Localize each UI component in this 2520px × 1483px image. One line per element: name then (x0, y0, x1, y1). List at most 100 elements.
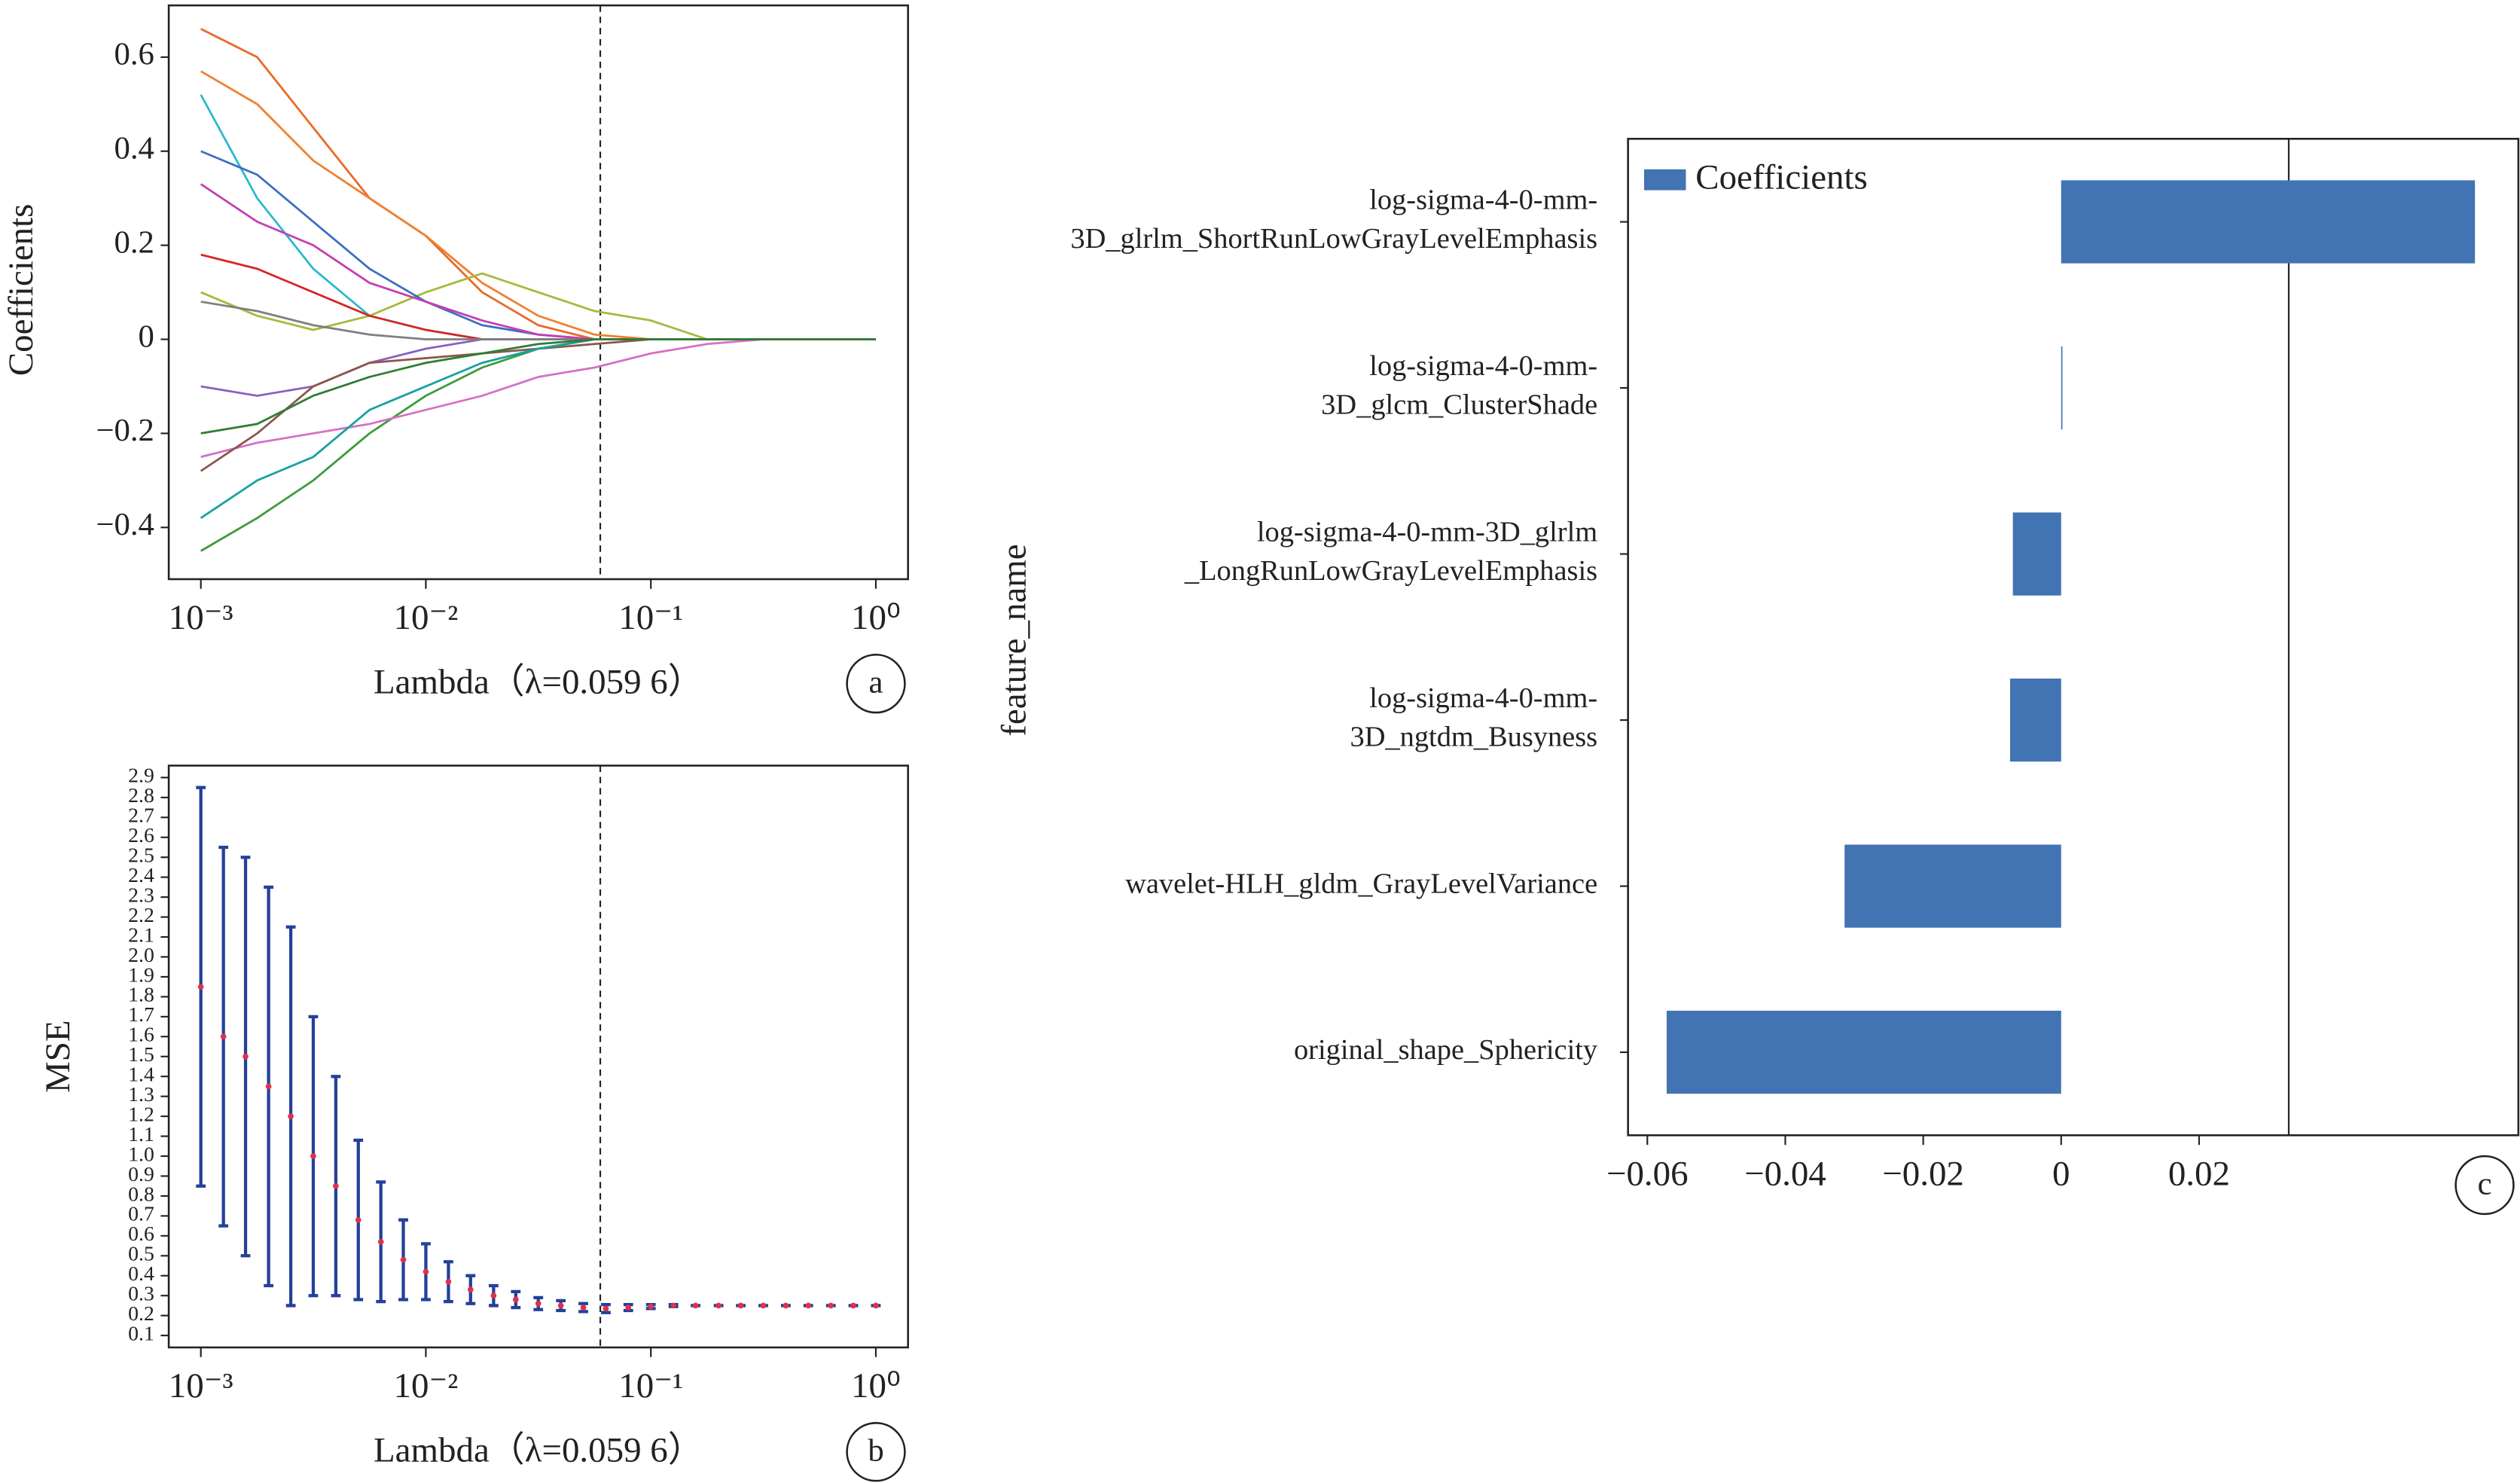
y-axis-label: MSE (38, 1020, 78, 1093)
x-tick-label: −0.04 (1744, 1155, 1826, 1194)
y-tick-label: −0.4 (96, 507, 154, 542)
x-tick-label: 10⁻¹ (618, 1366, 683, 1405)
coefficient-path (200, 338, 876, 519)
mse-point (828, 1302, 834, 1309)
bar (2009, 678, 2061, 762)
bar (2061, 346, 2063, 430)
plot-frame (167, 764, 909, 1349)
panel-label: b (868, 1433, 883, 1469)
mse-point (288, 1113, 294, 1119)
mse-point (490, 1292, 497, 1299)
panel-badge (846, 653, 906, 714)
x-tick-label: 10⁻² (394, 1366, 459, 1405)
coefficient-path (200, 338, 876, 552)
mse-point (513, 1296, 519, 1303)
mse-point (580, 1304, 587, 1311)
mse-point (760, 1302, 767, 1309)
coefficient-path (200, 338, 876, 472)
y-tick-label: 2.6 (128, 824, 154, 847)
bar (2012, 512, 2061, 596)
y-tick-label: 2.1 (128, 923, 154, 947)
x-tick-label: 0.02 (2168, 1155, 2230, 1194)
coefficient-path (200, 338, 876, 435)
mse-point (355, 1216, 362, 1223)
y-tick-label: 1.6 (128, 1024, 154, 1047)
mse-point (783, 1302, 789, 1309)
y-tick-label: 2.2 (128, 904, 154, 927)
panel-badge (846, 1422, 906, 1482)
y-axis-label: Coefficients (2, 204, 41, 377)
y-tick-label: 0.7 (128, 1203, 154, 1226)
mse-point (333, 1182, 339, 1189)
x-tick-label: 10⁻³ (169, 598, 233, 637)
category-label: log-sigma-4-0-mm- (1369, 350, 1597, 382)
category-label: original_shape_Sphericity (1294, 1034, 1598, 1066)
panel-label: c (2478, 1166, 2492, 1201)
mse-point (603, 1305, 609, 1312)
y-tick-label: 1.9 (128, 963, 154, 987)
plot-frame (1627, 137, 2520, 1137)
y-tick-label: 2.3 (128, 883, 154, 907)
y-tick-label: 0.6 (128, 1222, 154, 1246)
mse-point (535, 1300, 542, 1307)
y-tick-label: 1.5 (128, 1043, 154, 1066)
category-label: _LongRunLowGrayLevelEmphasis (1184, 555, 1597, 587)
mse-point (423, 1268, 429, 1275)
mse-point (692, 1302, 699, 1309)
y-tick-label: 2.4 (128, 864, 154, 887)
mse-point (625, 1304, 632, 1311)
mse-point (850, 1302, 856, 1309)
x-axis-label: Lambda（λ=0.059 6） (374, 663, 703, 702)
legend-label: Coefficients (1695, 158, 1868, 197)
mse-point (265, 1083, 272, 1090)
panel-label: a (869, 665, 883, 700)
category-label: 3D_glrlm_ShortRunLowGrayLevelEmphasis (1070, 223, 1597, 255)
coefficient-path (200, 70, 876, 340)
y-tick-label: 0 (139, 319, 154, 354)
y-tick-label: 2.7 (128, 804, 154, 828)
x-tick-label: 10⁻¹ (618, 598, 683, 637)
x-tick-label: 10⁻³ (169, 1366, 233, 1405)
bar (1666, 1010, 2061, 1094)
y-tick-label: 0.4 (114, 131, 154, 166)
y-tick-label: 1.7 (128, 1003, 154, 1027)
y-tick-label: 1.2 (128, 1103, 154, 1126)
y-tick-label: 1.4 (128, 1063, 154, 1087)
y-tick-label: 2.0 (128, 944, 154, 967)
y-tick-label: 2.9 (128, 764, 154, 788)
x-tick-label: −0.06 (1606, 1155, 1689, 1194)
y-axis-label: feature_name (995, 544, 1034, 736)
x-axis-label: Lambda（λ=0.059 6） (374, 1431, 703, 1470)
coefficient-path (200, 150, 876, 340)
x-tick-label: 10⁰ (851, 1366, 901, 1405)
bar (2061, 180, 2476, 264)
mse-point (737, 1302, 744, 1309)
y-tick-label: 2.5 (128, 844, 154, 868)
mse-point (648, 1303, 654, 1310)
coefficient-path (200, 272, 876, 340)
x-tick-label: 0 (2052, 1155, 2070, 1194)
y-tick-label: 2.8 (128, 784, 154, 807)
x-tick-label: 10⁰ (851, 598, 901, 637)
coefficient-path (200, 338, 876, 458)
y-tick-label: 0.4 (128, 1262, 154, 1286)
y-tick-label: 0.2 (114, 224, 154, 260)
mse-point (873, 1302, 879, 1309)
category-label: log-sigma-4-0-mm- (1369, 185, 1597, 216)
y-tick-label: 0.8 (128, 1182, 154, 1206)
y-tick-label: 1.0 (128, 1143, 154, 1166)
coefficient-path (200, 94, 876, 340)
category-label: wavelet-HLH_gldm_GrayLevelVariance (1125, 868, 1597, 899)
mse-point (467, 1286, 474, 1293)
category-label: 3D_ngtdm_Busyness (1350, 721, 1598, 752)
mse-point (400, 1256, 407, 1263)
mse-point (197, 984, 204, 990)
y-tick-label: 1.8 (128, 984, 154, 1007)
plot-frame (167, 4, 909, 581)
mse-point (310, 1153, 316, 1159)
mse-point (445, 1278, 452, 1285)
mse-point (715, 1302, 722, 1309)
y-tick-label: 0.3 (128, 1283, 154, 1306)
